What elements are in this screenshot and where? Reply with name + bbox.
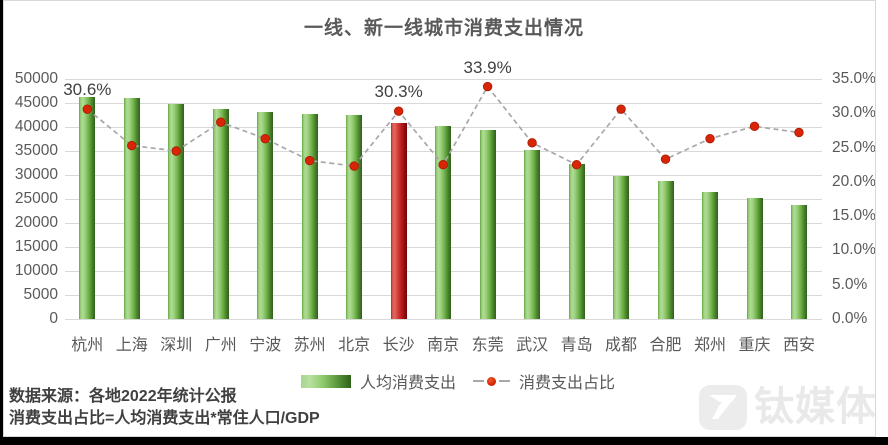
pct-axis-tick-label: 30.0% xyxy=(832,104,876,122)
screen-edge-bottom xyxy=(0,437,888,445)
screen-edge-left xyxy=(0,0,3,445)
bar xyxy=(524,150,541,319)
x-axis-category-label: 北京 xyxy=(338,337,371,354)
line-point-marker xyxy=(660,154,671,164)
line-point-marker xyxy=(705,133,715,144)
dash-icon xyxy=(473,380,484,382)
bar xyxy=(123,98,140,319)
y-axis-tick-label: 30000 xyxy=(14,166,58,183)
x-axis-category-label: 苏州 xyxy=(293,337,326,354)
x-axis-category-label: 宁波 xyxy=(249,337,282,354)
x-axis-category-label: 杭州 xyxy=(71,337,104,354)
y-axis-tick-label: 5000 xyxy=(23,286,58,303)
bar xyxy=(613,175,630,319)
bar xyxy=(301,113,318,319)
pct-axis-tick-label: 20.0% xyxy=(832,172,876,190)
x-axis-category-label: 深圳 xyxy=(160,337,193,354)
line-point-marker xyxy=(393,106,404,116)
bar xyxy=(212,108,229,319)
bar xyxy=(702,192,719,319)
bar xyxy=(435,126,452,319)
pct-axis-tick-label: 5.0% xyxy=(832,275,868,293)
dash-icon xyxy=(499,380,510,382)
x-axis-category-label: 合肥 xyxy=(649,337,682,354)
chart-title: 一线、新一线城市消费支出情况 xyxy=(303,18,584,39)
pct-axis-tick-label: 10.0% xyxy=(832,241,876,259)
y-axis-tick-label: 0 xyxy=(49,310,58,327)
line-legend-swatch-icon xyxy=(473,376,510,386)
plot-area: 杭州 上海 深圳 广州 宁波 苏州 北京 长沙 南京 东莞 武汉 青岛 成都 合肥 郑州 重庆 西安 30.6% 3… xyxy=(63,58,822,354)
tmtpost-t-glyph xyxy=(709,395,737,419)
red-dot-icon xyxy=(487,376,496,386)
bar xyxy=(746,197,763,319)
data-point-label: 30.3% xyxy=(374,82,423,102)
y-axis-tick-label: 25000 xyxy=(14,190,58,207)
bar-legend-label: 人均消费支出 xyxy=(359,375,456,392)
bar xyxy=(390,123,407,319)
x-axis-category-label: 重庆 xyxy=(738,337,771,354)
tmtpost-logo-icon xyxy=(699,384,747,430)
bar xyxy=(79,97,96,319)
bar xyxy=(168,103,185,319)
y-axis-tick-label: 40000 xyxy=(14,118,58,135)
bar-legend-swatch-icon xyxy=(300,374,351,388)
x-axis-category-label: 长沙 xyxy=(382,337,415,354)
bar xyxy=(568,164,585,319)
line-point-marker xyxy=(527,138,537,148)
y-axis-tick-label: 45000 xyxy=(14,94,58,111)
y-axis-tick-label: 35000 xyxy=(14,142,58,159)
data-source-note: 数据来源：各地2022年统计公报 xyxy=(9,388,237,405)
y-axis-tick-label: 20000 xyxy=(14,214,58,231)
data-point-label: 33.9% xyxy=(463,57,512,77)
gridline xyxy=(65,79,822,80)
line-legend-label: 消费支出占比 xyxy=(519,375,616,392)
gridline xyxy=(65,319,822,320)
line-point-marker xyxy=(794,127,804,138)
x-axis-category-label: 成都 xyxy=(605,337,638,354)
x-axis-category-label: 青岛 xyxy=(560,337,593,354)
data-point-label: 30.6% xyxy=(63,80,112,100)
bar xyxy=(657,181,674,319)
y-axis-tick-label: 10000 xyxy=(14,262,58,279)
y-axis-tick-label: 15000 xyxy=(14,238,58,255)
pct-axis-tick-label: 25.0% xyxy=(832,138,876,156)
line-point-marker xyxy=(616,104,626,114)
watermark-text: 钛媒体 xyxy=(754,385,877,429)
line-point-marker xyxy=(482,81,493,92)
pct-axis-tick-label: 0.0% xyxy=(832,310,868,327)
x-axis-category-label: 郑州 xyxy=(694,337,727,354)
bar xyxy=(790,205,807,319)
x-axis-category-label: 西安 xyxy=(782,337,815,354)
x-axis-category-label: 南京 xyxy=(427,337,460,354)
x-axis-category-label: 上海 xyxy=(115,337,148,354)
pct-axis-tick-label: 35.0% xyxy=(832,70,876,87)
x-axis-category-label: 东莞 xyxy=(471,337,504,354)
x-axis-category-label: 武汉 xyxy=(516,337,549,354)
pct-axis-tick-label: 15.0% xyxy=(832,207,876,225)
y-axis-tick-label: 50000 xyxy=(14,70,58,87)
x-axis-category-label: 广州 xyxy=(204,337,237,354)
legend: 人均消费支出 消费支出占比 xyxy=(8,369,888,393)
bar xyxy=(479,130,496,319)
bar xyxy=(257,112,274,319)
bar xyxy=(346,115,363,319)
formula-note: 消费支出占比=人均消费支出*常住人口/GDP xyxy=(9,410,320,427)
watermark-logo: 钛媒体 xyxy=(699,381,879,433)
